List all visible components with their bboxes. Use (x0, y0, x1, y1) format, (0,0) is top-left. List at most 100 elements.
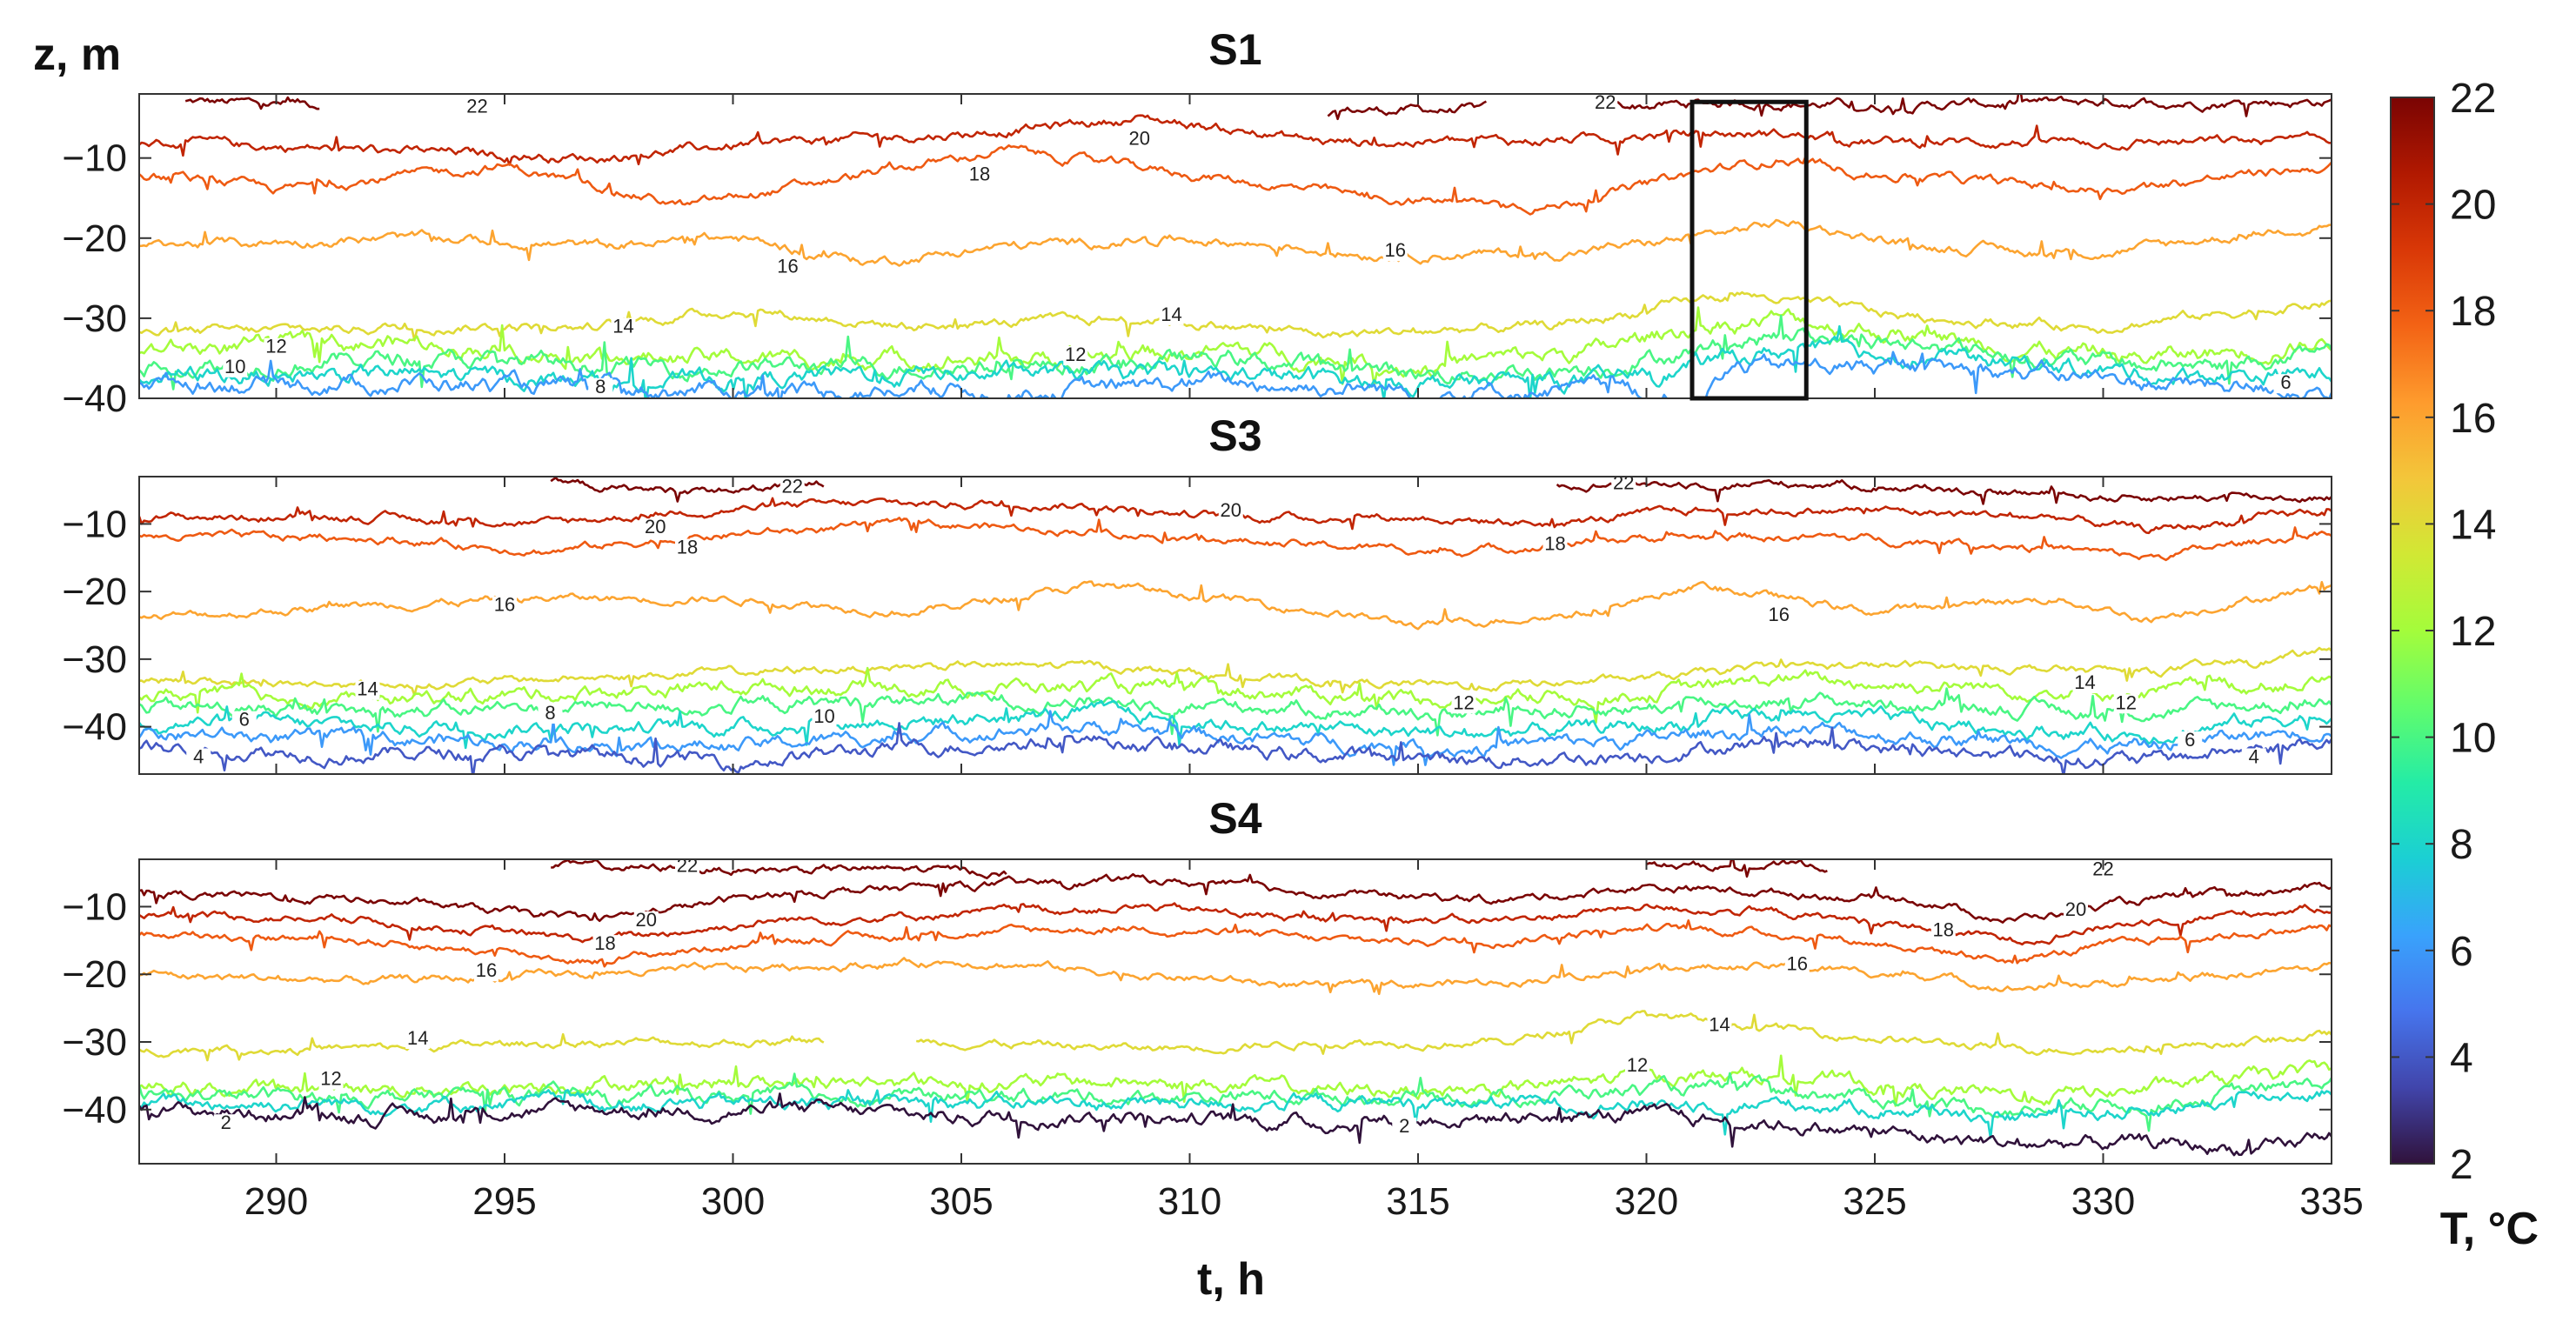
x-ticks (275, 477, 2332, 774)
isotherm-14C (139, 1010, 2332, 1062)
contour-label-bg (264, 337, 289, 357)
x-tick-label: 330 (2071, 1180, 2135, 1223)
isotherm-22cC (139, 872, 2332, 924)
highlight-box (1689, 99, 1809, 401)
contour-label: 12 (320, 1068, 341, 1090)
contour-label-bg (2064, 901, 2088, 921)
contour-label: 20 (636, 909, 657, 931)
isotherm-22bC (1556, 478, 2332, 505)
colorbar-label: T, °C (2440, 1204, 2539, 1254)
isotherm-18C (139, 919, 2332, 968)
isotherm-22C (550, 477, 825, 503)
isotherm-6C (139, 351, 2332, 398)
isotherm-4C (139, 722, 2332, 774)
contour-label-bg (2091, 860, 2116, 880)
contour-label-bg (588, 377, 613, 397)
colorbar-tick-label: 6 (2450, 929, 2473, 975)
contour-label: 22 (782, 476, 803, 497)
isotherm-lines (139, 477, 2332, 774)
contour-label: 16 (777, 256, 798, 277)
isotherm-10C (139, 1072, 2332, 1132)
contour-label-bg (812, 707, 837, 727)
y-tick-label: −30 (62, 1021, 127, 1064)
isotherm-22C (184, 94, 2332, 121)
contour-label: 16 (1787, 952, 1808, 974)
isotherm-12C (139, 1054, 2332, 1107)
isotherm-22C (551, 859, 1007, 879)
y-tick-label: −10 (62, 885, 127, 928)
contour-label-bg (231, 711, 257, 731)
colorbar-tick-label: 4 (2450, 1035, 2473, 1081)
isotherm-10C (139, 687, 2332, 737)
y-tick-label: −40 (62, 1089, 127, 1132)
y-axis-label: z, m (33, 30, 121, 80)
contour-label-bg (643, 518, 668, 538)
contour-label-bg (1707, 1016, 1732, 1036)
contour-label-bg (2113, 694, 2138, 714)
contour-label: 18 (1933, 919, 1954, 941)
contour-label-bg (1451, 694, 1476, 714)
x-tick-label: 310 (1158, 1180, 1221, 1223)
contour-label: 4 (2249, 745, 2259, 767)
plot-frame (138, 858, 2332, 1165)
contour-label-bg (355, 680, 380, 700)
contour-label-bg (186, 748, 211, 768)
contour-label-bg (2072, 673, 2098, 693)
contour-label-bg (465, 97, 490, 117)
contour-label: 14 (1161, 304, 1181, 325)
contour-label: 4 (193, 745, 204, 767)
contour-label: 18 (677, 537, 698, 558)
contour-label-bg (474, 962, 498, 982)
isotherm-8C (139, 1089, 2332, 1139)
contour-label: 16 (1769, 604, 1790, 625)
isotherm-12C (139, 666, 2332, 724)
contour-label: 16 (1385, 239, 1406, 261)
contour-label: 12 (1453, 691, 1474, 713)
contour-label: 6 (239, 709, 250, 731)
contour-label-bg (213, 1114, 238, 1134)
contour-label: 10 (224, 356, 245, 377)
isotherm-2C (139, 1092, 2332, 1157)
y-tick-label: −20 (62, 953, 127, 996)
contour-label: 18 (594, 932, 615, 954)
colorbar-tick-label: 18 (2450, 289, 2496, 335)
isotherm-14C (139, 290, 2332, 342)
contour-label-bg (775, 257, 800, 277)
contour-label: 16 (476, 959, 497, 981)
colorbar-tick-label: 16 (2450, 396, 2496, 442)
contour-label: 12 (1065, 344, 1086, 365)
y-tick-label: −10 (62, 137, 127, 180)
contour-label: 22 (466, 95, 487, 117)
contour-label: 16 (494, 594, 515, 616)
contour-label: 12 (1627, 1054, 1648, 1076)
x-tick-label: 325 (1843, 1180, 1906, 1223)
colorbar: 2 4 6 8 10 12 14 16 18 20 22 (2390, 76, 2496, 1188)
panel-title: S4 (1208, 794, 1261, 843)
contour-label-bg (592, 935, 618, 955)
contour-label-bg (611, 317, 636, 337)
x-ticks: 290 295 300 305 310 315 320 325 330 335 (244, 859, 2364, 1223)
contour-label: 20 (1129, 127, 1150, 149)
x-tick-label: 295 (472, 1180, 536, 1223)
y-ticks: −10 −20 −30 −40 (62, 503, 2332, 749)
contour-label-bg (1127, 130, 1152, 150)
contour-label-bg (2241, 748, 2266, 768)
contour-label-bg (492, 596, 517, 616)
contour-label-bg (1392, 1118, 1417, 1138)
y-tick-label: −20 (62, 217, 127, 260)
contour-label: 10 (813, 705, 834, 727)
contour-label-bg (1784, 955, 1810, 975)
y-tick-label: −30 (62, 638, 127, 681)
contour-label: 20 (645, 516, 666, 537)
isotherm-16C (139, 580, 2332, 631)
contour-label-bg (1625, 1057, 1649, 1077)
colorbar-tick-label: 10 (2450, 716, 2496, 762)
plot-frame (138, 93, 2332, 399)
panel-title: S3 (1208, 411, 1261, 460)
contour-label-bg (1611, 474, 1636, 494)
panel-title: S1 (1208, 25, 1261, 74)
y-ticks: −10 −20 −30 −40 (62, 137, 2332, 420)
colorbar-tick-label: 22 (2450, 76, 2496, 122)
